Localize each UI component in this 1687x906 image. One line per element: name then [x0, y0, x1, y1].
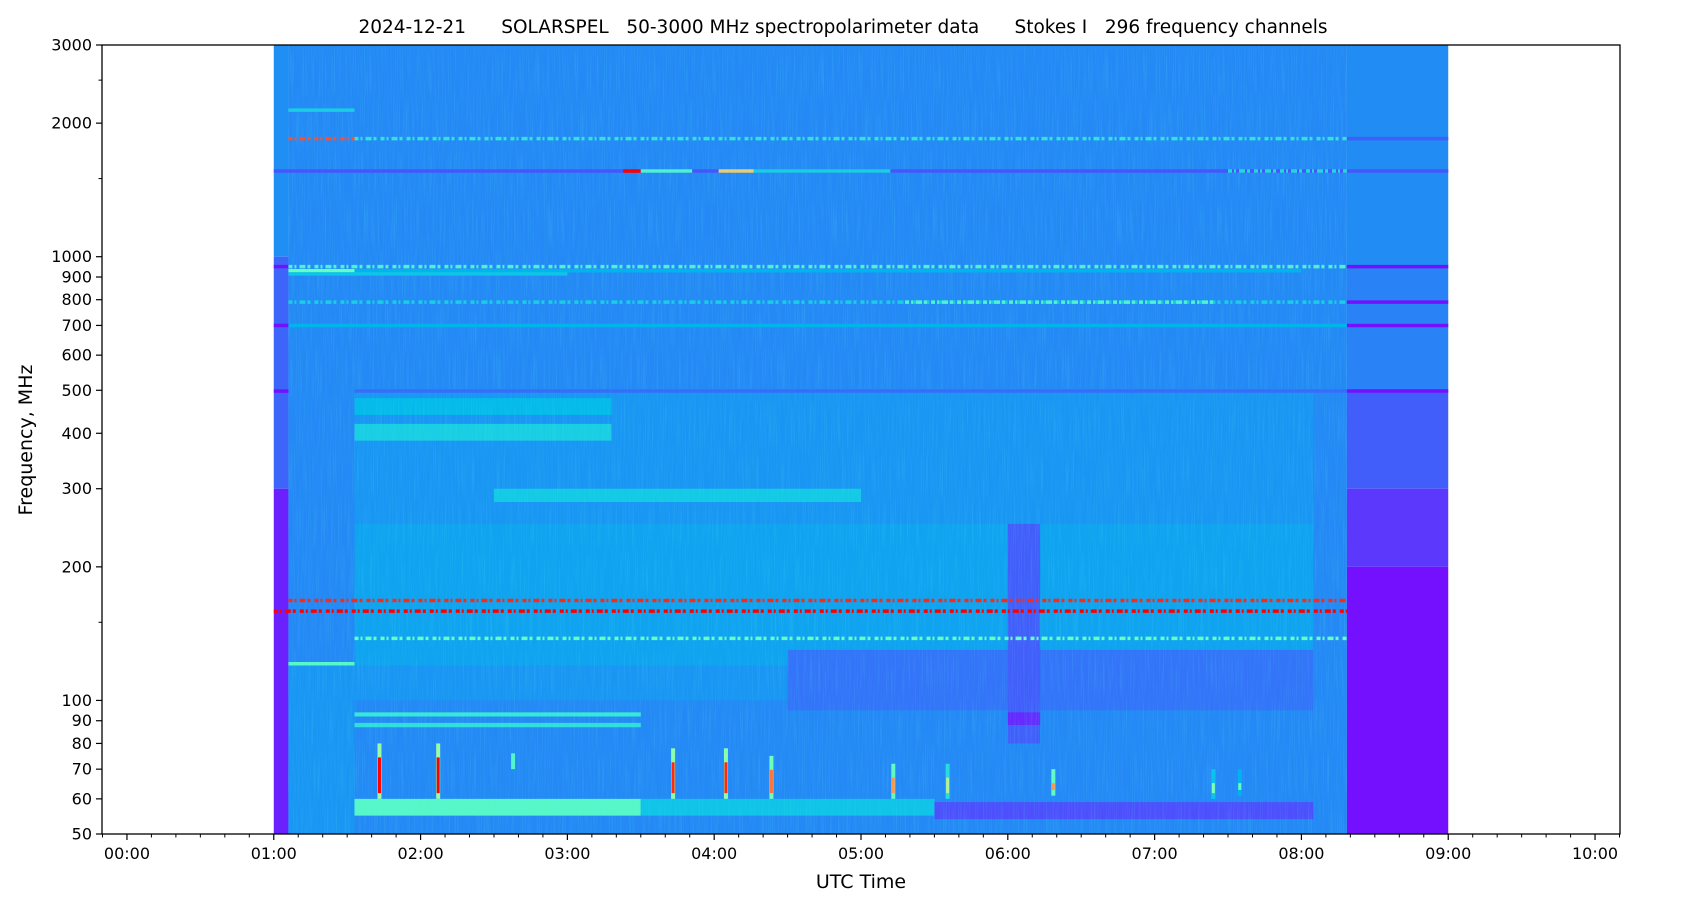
y-tick-label: 300: [61, 479, 92, 498]
burst-halo: [1237, 769, 1242, 796]
x-tick-label: 02:00: [398, 844, 444, 863]
y-tick-label: 1000: [51, 247, 92, 266]
y-tick-label: 60: [72, 789, 92, 808]
heatmap-segment: [1346, 566, 1449, 834]
radio-burst: [1211, 783, 1215, 794]
x-tick-label: 07:00: [1132, 844, 1178, 863]
y-tick-label: 80: [72, 734, 92, 753]
y-tick-label: 3000: [51, 36, 92, 55]
radio-burst: [891, 777, 895, 794]
heatmap-bursts: [377, 743, 1242, 799]
x-tick-label: 01:00: [251, 844, 297, 863]
y-tick-label: 2000: [51, 114, 92, 133]
y-tick-label: 70: [72, 760, 92, 779]
radio-burst: [769, 769, 773, 794]
radio-burst: [436, 757, 440, 794]
radio-burst: [1051, 783, 1055, 790]
y-tick-label: 700: [61, 316, 92, 335]
heatmap-segment: [1346, 45, 1449, 267]
x-axis: 00:00 01:00 02:00 03:00 04:00 05:00 06:00 07:00…: [101, 834, 1621, 863]
heatmap-segment: [1346, 488, 1449, 567]
heatmap-segment: [273, 45, 289, 257]
x-tick-label: 03:00: [544, 844, 590, 863]
y-tick-label: 100: [61, 691, 92, 710]
heatmap-lines: [273, 108, 1449, 666]
y-tick-label: 90: [72, 711, 92, 730]
heatmap-segment: [273, 488, 289, 834]
radio-burst: [1238, 783, 1242, 790]
y-tick-label: 500: [61, 381, 92, 400]
burst-halo: [1051, 769, 1056, 796]
texture-overlay: [288, 45, 1347, 834]
heatmap-segment: [1346, 390, 1449, 489]
x-tick-label: 00:00: [104, 844, 150, 863]
burst-halo: [511, 753, 516, 770]
x-tick-label: 06:00: [985, 844, 1031, 863]
heatmap-segment: [1346, 266, 1449, 391]
radio-burst: [946, 777, 950, 794]
y-tick-label: 600: [61, 346, 92, 365]
y-tick-label: 900: [61, 268, 92, 287]
x-tick-label: 05:00: [838, 844, 884, 863]
radio-burst: [377, 757, 381, 794]
heatmap-segment: [273, 256, 289, 489]
plot-area: [273, 45, 1449, 834]
y-tick-label: 400: [61, 424, 92, 443]
x-tick-label: 10:00: [1572, 844, 1618, 863]
y-tick-label: 800: [61, 290, 92, 309]
x-axis-label: UTC Time: [816, 871, 906, 893]
x-tick-label: 08:00: [1278, 844, 1324, 863]
radio-burst: [724, 762, 728, 794]
y-tick-label: 200: [61, 557, 92, 576]
x-tick-label: 04:00: [691, 844, 737, 863]
chart-title: 2024-12-21 SOLARSPEL 50-3000 MHz spectro…: [358, 17, 1327, 38]
y-axis-label: Frequency, MHz: [15, 365, 37, 516]
radio-burst: [671, 762, 675, 794]
y-tick-label: 50: [72, 825, 92, 844]
x-tick-label: 09:00: [1425, 844, 1471, 863]
